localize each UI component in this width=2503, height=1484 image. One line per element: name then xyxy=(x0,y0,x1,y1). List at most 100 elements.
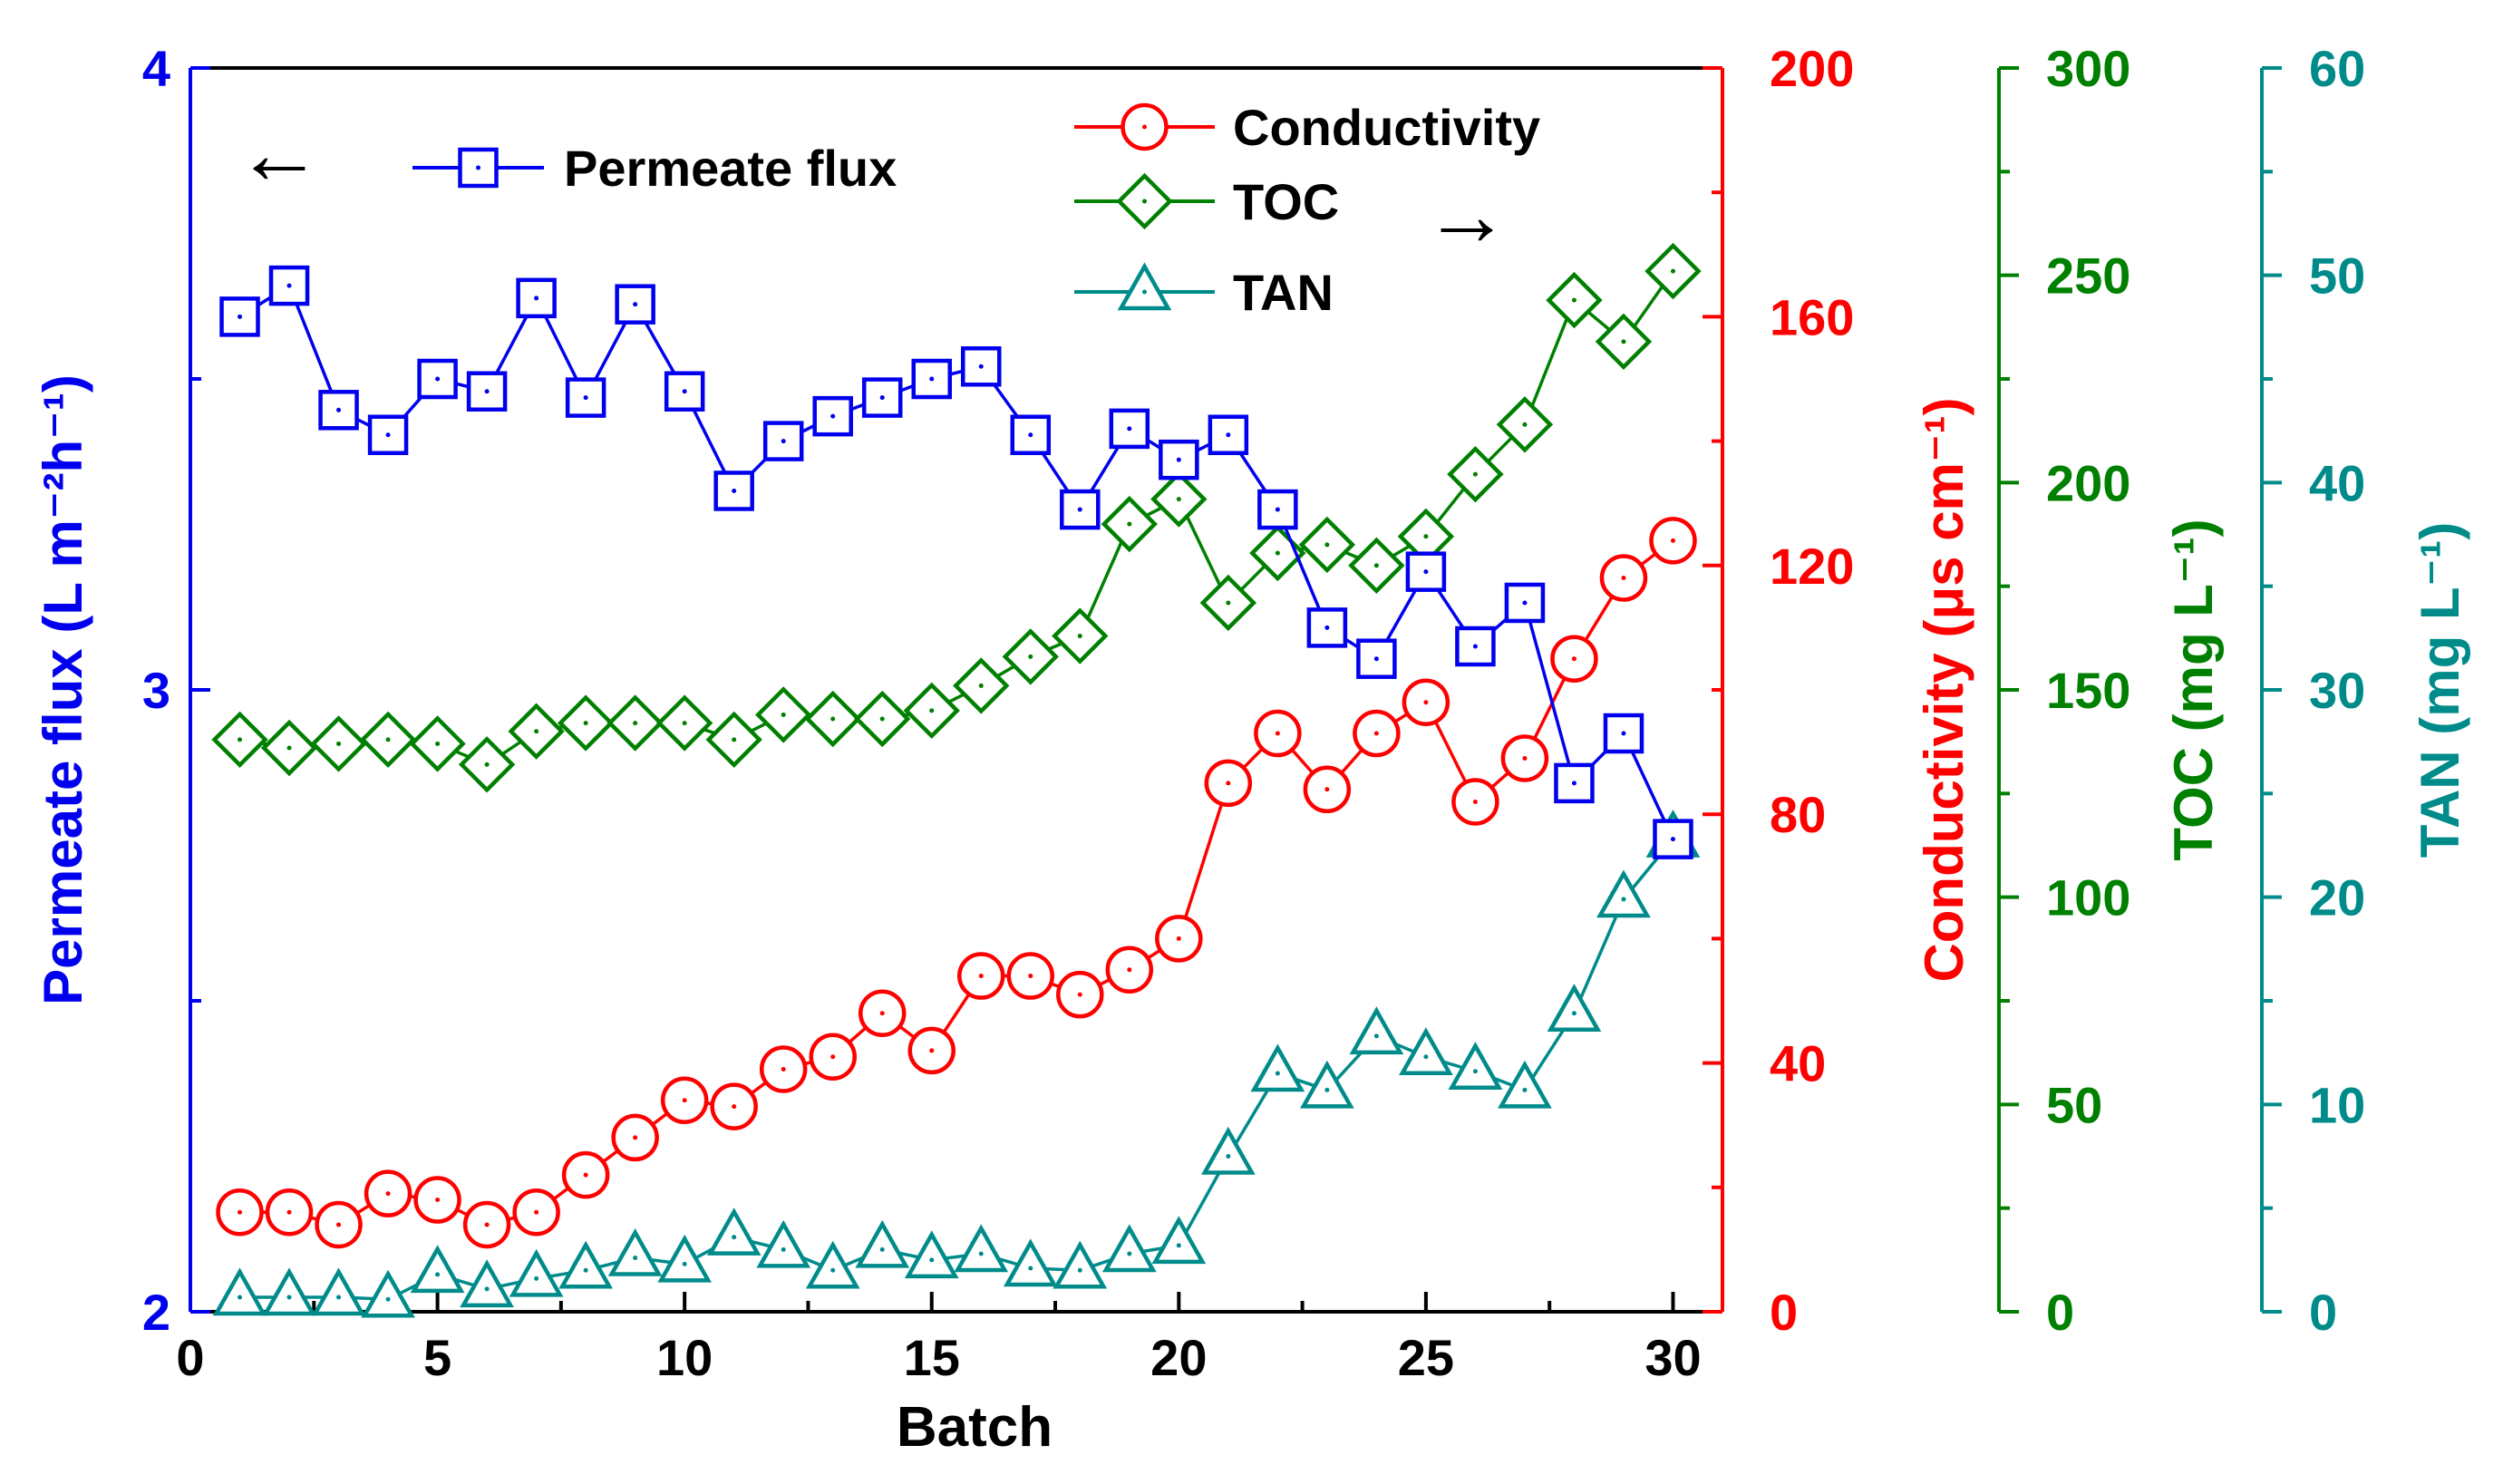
marker-center-dot xyxy=(435,1272,441,1277)
marker-triangle xyxy=(262,1267,316,1316)
marker-center-dot xyxy=(1670,538,1675,543)
marker-center-dot xyxy=(1275,507,1280,512)
marker-center-dot xyxy=(830,1054,836,1060)
marker-center-dot xyxy=(1142,199,1147,204)
marker-center-dot xyxy=(583,395,588,401)
x-axis: 0 5 10 15 20 25 30 Batch xyxy=(176,1292,1702,1459)
marker-center-dot xyxy=(781,1066,786,1072)
tan-point xyxy=(706,1208,762,1256)
cond-point xyxy=(1649,517,1697,565)
cond-point xyxy=(1105,946,1154,994)
marker-triangle xyxy=(706,1208,762,1256)
marker-triangle xyxy=(954,1224,1009,1273)
toc-axis: 0 50 100 150 200 250 300 TOC (mg L⁻¹) xyxy=(1997,40,2224,1341)
tan-point xyxy=(904,1230,959,1279)
toc-point xyxy=(1644,242,1702,300)
flux-point xyxy=(219,296,260,337)
marker-triangle xyxy=(1399,1027,1453,1075)
marker-center-dot xyxy=(484,761,490,767)
toc-line xyxy=(239,270,1674,767)
marker-center-dot xyxy=(286,1209,292,1215)
toc-tick-label: 200 xyxy=(2046,454,2130,511)
tan-point xyxy=(657,1234,713,1283)
marker-center-dot xyxy=(1226,432,1231,438)
tan-point xyxy=(1448,1042,1503,1090)
cond-point xyxy=(858,989,907,1037)
flux-point xyxy=(1060,489,1101,530)
toc-tick-label: 50 xyxy=(2046,1076,2102,1133)
cond-point xyxy=(364,1169,412,1217)
toc-tick-label: 250 xyxy=(2046,247,2130,305)
flux-point xyxy=(516,277,557,319)
marker-center-dot xyxy=(1373,1033,1379,1039)
flux-point xyxy=(1306,607,1348,648)
cond-tick-label: 40 xyxy=(1770,1035,1826,1092)
marker-square xyxy=(1159,439,1199,480)
marker-triangle xyxy=(1349,1006,1404,1055)
marker-triangle xyxy=(558,1240,613,1289)
marker-center-dot xyxy=(978,1251,984,1256)
tan-point xyxy=(1349,1006,1404,1055)
marker-center-dot xyxy=(1571,656,1577,662)
marker-center-dot xyxy=(1028,974,1033,979)
marker-triangle xyxy=(1596,869,1651,918)
marker-center-dot xyxy=(238,737,243,742)
flux-point xyxy=(1504,582,1546,624)
marker-center-dot xyxy=(583,1267,588,1273)
cond-point xyxy=(1204,759,1253,808)
marker-center-dot xyxy=(1275,731,1280,736)
marker-center-dot xyxy=(1472,471,1478,477)
tan-point xyxy=(1151,1216,1207,1265)
tan-tick-label: 20 xyxy=(2309,869,2365,926)
cond-point xyxy=(957,952,1005,1000)
marker-center-dot xyxy=(534,296,539,301)
marker-center-dot xyxy=(732,1104,737,1110)
x-tick-label: 5 xyxy=(423,1329,451,1386)
marker-center-dot xyxy=(1621,731,1626,736)
marker-center-dot xyxy=(978,364,984,369)
marker-triangle xyxy=(311,1267,366,1316)
cond-point xyxy=(660,1076,709,1125)
toc-point xyxy=(655,694,713,752)
tan-line xyxy=(239,838,1674,1302)
marker-center-dot xyxy=(1324,787,1330,792)
tan-point xyxy=(262,1267,316,1316)
marker-center-dot xyxy=(336,741,342,746)
toc-point xyxy=(903,682,960,740)
toc-point xyxy=(458,736,516,793)
toc-point xyxy=(557,694,615,752)
cond-point xyxy=(1402,678,1450,726)
flux-point xyxy=(565,377,606,418)
marker-center-dot xyxy=(1621,576,1626,581)
marker-center-dot xyxy=(682,389,687,394)
flux-axis-label: Permeate flux (L m⁻²h⁻¹) xyxy=(33,374,93,1005)
x-tick-label: 10 xyxy=(656,1329,713,1386)
marker-square xyxy=(466,371,508,412)
tan-point xyxy=(1596,869,1651,918)
marker-center-dot xyxy=(1077,634,1082,639)
toc-point xyxy=(1150,470,1208,528)
marker-center-dot xyxy=(286,745,292,751)
cond-point xyxy=(462,1200,511,1249)
cond-point xyxy=(1599,554,1648,602)
legend-item-flux: Permeate flux xyxy=(412,140,897,197)
tan-point xyxy=(1498,1060,1552,1109)
flux-point xyxy=(1554,762,1595,804)
marker-center-dot xyxy=(385,737,391,742)
marker-center-dot xyxy=(781,1246,786,1252)
marker-center-dot xyxy=(1275,1071,1280,1076)
tan-point xyxy=(855,1219,910,1268)
marker-center-dot xyxy=(1142,289,1147,295)
flux-point xyxy=(713,470,754,511)
marker-square xyxy=(1455,626,1496,667)
flux-point xyxy=(318,390,359,431)
marker-center-dot xyxy=(1275,550,1280,556)
marker-triangle xyxy=(1003,1238,1058,1287)
marker-center-dot xyxy=(435,741,441,746)
toc-point xyxy=(1348,537,1405,594)
toc-tick-label: 300 xyxy=(2046,40,2130,97)
marker-center-dot xyxy=(633,302,638,307)
tan-point xyxy=(558,1240,613,1289)
tan-point xyxy=(1101,1224,1157,1273)
x-tick-label: 25 xyxy=(1398,1329,1454,1386)
